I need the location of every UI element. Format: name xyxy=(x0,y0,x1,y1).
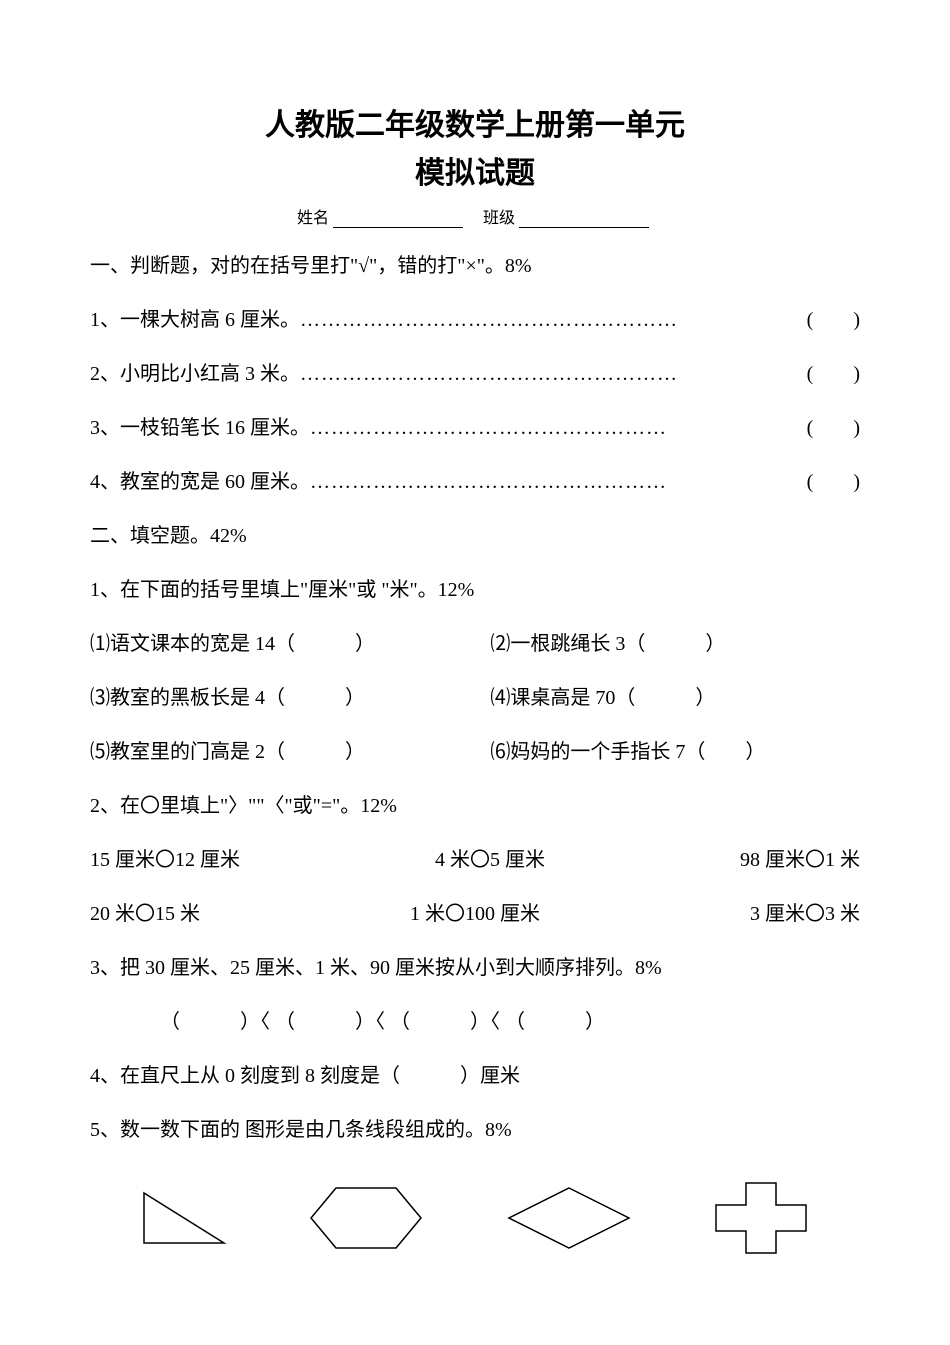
s1-q2-paren: ( ) xyxy=(807,358,860,390)
s2-sub4-heading: 4、在直尺上从 0 刻度到 8 刻度是（ ）厘米 xyxy=(90,1060,860,1092)
shape-cross xyxy=(711,1178,811,1258)
s2-sub1-row3: ⑸教室里的门高是 2（ ） ⑹妈妈的一个手指长 7（ ） xyxy=(90,736,860,768)
s1-q2-dots: ……………………………………………… xyxy=(300,358,807,390)
s2-sub2-r1c2: 4 米〇5 厘米 xyxy=(435,844,545,876)
s2-sub1-q2: ⑵一根跳绳长 3（ ） xyxy=(490,628,725,660)
s1-q1-paren: ( ) xyxy=(807,304,860,336)
name-blank xyxy=(333,212,463,228)
s1-q1-dots: ……………………………………………… xyxy=(300,304,807,336)
shape-hexagon xyxy=(306,1183,426,1253)
section2-heading: 二、填空题。42% xyxy=(90,520,860,552)
s2-sub2-row2: 20 米〇15 米 1 米〇100 厘米 3 厘米〇3 米 xyxy=(90,898,860,930)
rhombus-icon xyxy=(504,1183,634,1253)
s2-sub5-heading: 5、数一数下面的 图形是由几条线段组成的。8% xyxy=(90,1114,860,1146)
s1-q4-paren: ( ) xyxy=(802,466,860,498)
title-sub: 模拟试题 xyxy=(90,148,860,192)
triangle-icon xyxy=(139,1188,229,1248)
s1-q1: 1、一棵大树高 6 厘米。 ……………………………………………… ( ) xyxy=(90,304,860,336)
s1-q3-text: 3、一枝铅笔长 16 厘米。 xyxy=(90,412,310,444)
hexagon-icon xyxy=(306,1183,426,1253)
s1-q2-text: 2、小明比小红高 3 米。 xyxy=(90,358,300,390)
class-label: 班级 xyxy=(483,210,515,227)
shapes-row xyxy=(90,1168,860,1258)
s2-sub1-q1: ⑴语文课本的宽是 14（ ） xyxy=(90,628,490,660)
s2-sub1-q5: ⑸教室里的门高是 2（ ） xyxy=(90,736,490,768)
s1-q4-dots: …………………………………………… xyxy=(310,466,802,498)
cross-icon xyxy=(711,1178,811,1258)
s2-sub3-heading: 3、把 30 厘米、25 厘米、1 米、90 厘米按从小到大顺序排列。8% xyxy=(90,952,860,984)
s2-sub3-blanks: （ ）〈 （ ）〈 （ ）〈 （ ） xyxy=(90,1006,860,1038)
title-main: 人教版二年级数学上册第一单元 xyxy=(90,100,860,144)
s2-sub1-q6: ⑹妈妈的一个手指长 7（ ） xyxy=(490,736,765,768)
name-label: 姓名 xyxy=(297,210,329,227)
s1-q3-dots: …………………………………………… xyxy=(310,412,802,444)
s1-q3: 3、一枝铅笔长 16 厘米。 …………………………………………… ( ) xyxy=(90,412,860,444)
s2-sub1-row2: ⑶教室的黑板长是 4（ ） ⑷课桌高是 70（ ） xyxy=(90,682,860,714)
s2-sub2-row1: 15 厘米〇12 厘米 4 米〇5 厘米 98 厘米〇1 米 xyxy=(90,844,860,876)
s2-sub2-heading: 2、在〇里填上"〉""〈"或"="。12% xyxy=(90,790,860,822)
s2-sub2-r2c2: 1 米〇100 厘米 xyxy=(410,898,540,930)
shape-triangle xyxy=(139,1188,229,1248)
s2-sub2-r2c1: 20 米〇15 米 xyxy=(90,898,200,930)
class-blank xyxy=(519,212,649,228)
s2-sub1-heading: 1、在下面的括号里填上"厘米"或 "米"。12% xyxy=(90,574,860,606)
name-class-row: 姓名 班级 xyxy=(90,204,860,228)
s1-q4: 4、教室的宽是 60 厘米。 …………………………………………… ( ) xyxy=(90,466,860,498)
s1-q4-text: 4、教室的宽是 60 厘米。 xyxy=(90,466,310,498)
section1-heading: 一、判断题，对的在括号里打"√"，错的打"×"。8% xyxy=(90,250,860,282)
s2-sub2-r1c3: 98 厘米〇1 米 xyxy=(740,844,860,876)
s1-q3-paren: ( ) xyxy=(802,412,860,444)
s1-q1-text: 1、一棵大树高 6 厘米。 xyxy=(90,304,300,336)
s1-q2: 2、小明比小红高 3 米。 ……………………………………………… ( ) xyxy=(90,358,860,390)
shape-rhombus xyxy=(504,1183,634,1253)
s2-sub1-q3: ⑶教室的黑板长是 4（ ） xyxy=(90,682,490,714)
s2-sub1-q4: ⑷课桌高是 70（ ） xyxy=(490,682,715,714)
s2-sub2-r1c1: 15 厘米〇12 厘米 xyxy=(90,844,240,876)
s2-sub1-row1: ⑴语文课本的宽是 14（ ） ⑵一根跳绳长 3（ ） xyxy=(90,628,860,660)
s2-sub2-r2c3: 3 厘米〇3 米 xyxy=(750,898,860,930)
